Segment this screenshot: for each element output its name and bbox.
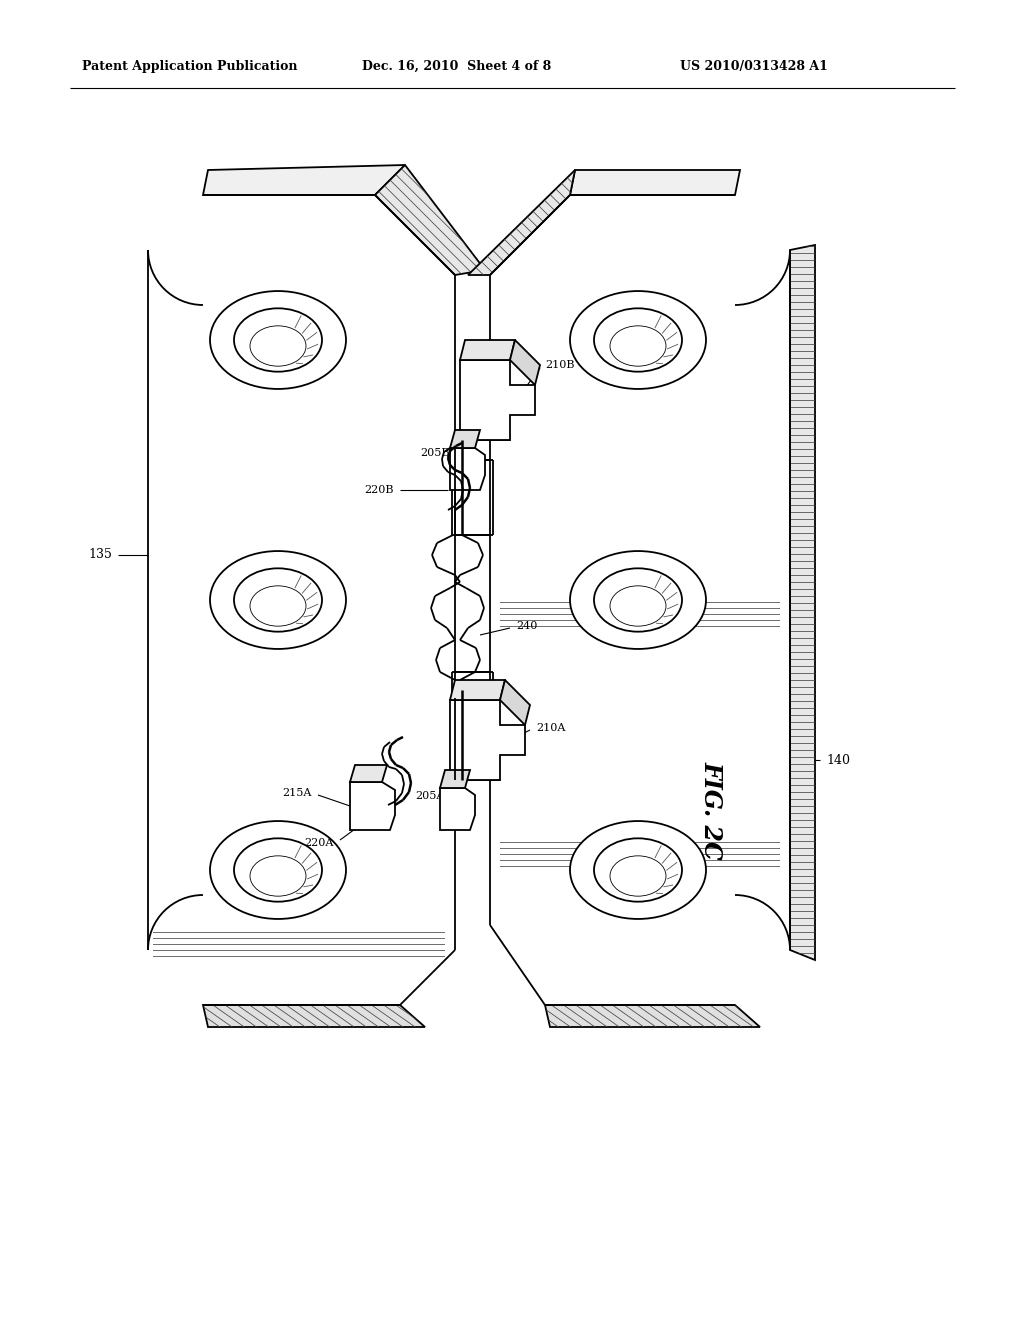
Ellipse shape bbox=[234, 309, 322, 372]
Polygon shape bbox=[203, 165, 406, 195]
Polygon shape bbox=[790, 246, 815, 960]
Text: 220A: 220A bbox=[304, 838, 334, 847]
Ellipse shape bbox=[594, 838, 682, 902]
Polygon shape bbox=[350, 766, 387, 781]
Text: 210B: 210B bbox=[545, 360, 574, 370]
Polygon shape bbox=[450, 430, 480, 447]
Polygon shape bbox=[203, 1005, 425, 1027]
Polygon shape bbox=[460, 360, 535, 440]
Text: 140: 140 bbox=[826, 754, 850, 767]
Ellipse shape bbox=[250, 855, 306, 896]
Ellipse shape bbox=[570, 290, 706, 389]
Polygon shape bbox=[350, 781, 395, 830]
Ellipse shape bbox=[610, 326, 666, 366]
Polygon shape bbox=[500, 680, 530, 725]
Ellipse shape bbox=[210, 821, 346, 919]
Text: 205A: 205A bbox=[416, 791, 445, 801]
Ellipse shape bbox=[234, 569, 322, 632]
Ellipse shape bbox=[594, 569, 682, 632]
Polygon shape bbox=[450, 447, 485, 490]
Text: US 2010/0313428 A1: US 2010/0313428 A1 bbox=[680, 59, 827, 73]
Ellipse shape bbox=[210, 550, 346, 649]
Ellipse shape bbox=[594, 309, 682, 372]
Text: 135: 135 bbox=[88, 549, 112, 561]
Ellipse shape bbox=[570, 821, 706, 919]
Ellipse shape bbox=[250, 326, 306, 366]
Text: 210A: 210A bbox=[536, 723, 565, 733]
Ellipse shape bbox=[610, 586, 666, 626]
Text: Patent Application Publication: Patent Application Publication bbox=[82, 59, 298, 73]
Polygon shape bbox=[440, 770, 470, 788]
Polygon shape bbox=[375, 165, 485, 275]
Polygon shape bbox=[450, 700, 525, 780]
Ellipse shape bbox=[250, 586, 306, 626]
Polygon shape bbox=[510, 341, 540, 385]
Text: FIG. 2C: FIG. 2C bbox=[700, 760, 724, 859]
Ellipse shape bbox=[610, 855, 666, 896]
Ellipse shape bbox=[210, 290, 346, 389]
Ellipse shape bbox=[570, 550, 706, 649]
Text: 205B: 205B bbox=[421, 447, 450, 458]
Text: 220B: 220B bbox=[365, 484, 394, 495]
Text: 240: 240 bbox=[516, 620, 538, 631]
Polygon shape bbox=[545, 1005, 760, 1027]
Polygon shape bbox=[468, 170, 575, 275]
Text: Dec. 16, 2010  Sheet 4 of 8: Dec. 16, 2010 Sheet 4 of 8 bbox=[362, 59, 551, 73]
Polygon shape bbox=[570, 170, 740, 195]
Text: 215A: 215A bbox=[283, 788, 312, 799]
Polygon shape bbox=[460, 341, 515, 360]
Polygon shape bbox=[440, 788, 475, 830]
Ellipse shape bbox=[234, 838, 322, 902]
Polygon shape bbox=[450, 680, 505, 700]
